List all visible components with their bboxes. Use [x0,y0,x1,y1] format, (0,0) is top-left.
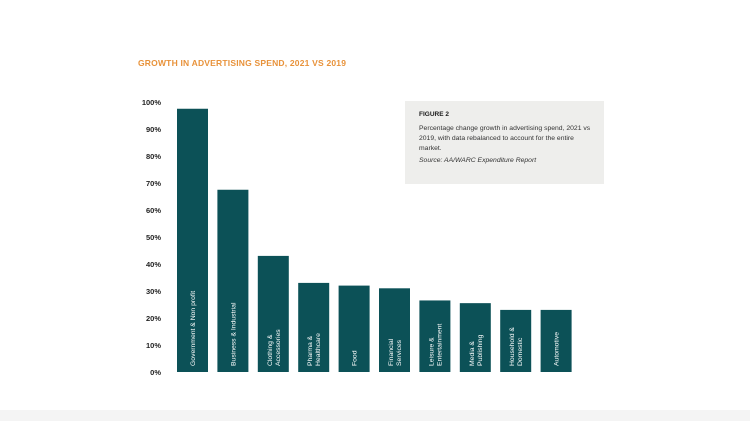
category-label-line: Government & Non profit [190,291,197,366]
category-label: Business & Industrial [230,302,237,366]
category-label: Automotive [554,332,561,366]
y-tick-label: 70% [146,179,161,188]
figure-note: FIGURE 2 Percentage change growth in adv… [405,101,604,184]
bar [540,309,572,372]
bar [459,303,491,372]
category-label: Media &Publishing [469,334,484,366]
y-tick-label: 90% [146,125,161,134]
figure-note-heading: FIGURE 2 [419,111,449,118]
category-label-line: Business & Industrial [230,302,237,366]
category-label-line: Accessories [275,329,282,366]
y-tick-label: 30% [146,287,161,296]
chart-title: GROWTH IN ADVERTISING SPEND, 2021 VS 201… [138,58,347,68]
category-label-line: Services [396,339,403,366]
page-footer-band [0,410,750,421]
category-label-line: Financial [388,338,395,366]
figure-note-source: Source: AA/WARC Expenditure Report [419,157,537,164]
category-label-line: Clothing & [267,334,274,366]
category-label: Pharma &Healthcare [307,333,322,366]
category-label-line: Media & [469,341,476,366]
y-tick-label: 10% [146,341,161,350]
bar [298,282,330,372]
category-label-line: Entertainment [436,324,443,366]
y-tick-label: 80% [146,152,161,161]
category-label-line: Leisure & [428,337,435,366]
bar [379,288,410,372]
category-labels: Government & Non profit Business & Indust… [190,291,561,366]
category-label: FinancialServices [388,338,403,366]
category-label-line: Pharma & [307,335,314,366]
category-label-line: Household & [509,327,516,366]
category-label-line: Healthcare [315,333,322,366]
category-label-line: Food [352,350,359,366]
y-tick-label: 40% [146,260,161,269]
category-label-line: Domestic [517,337,524,366]
y-tick-label: 0% [150,368,161,377]
figure-note-body: Percentage change growth in advertising … [419,125,591,152]
bar [257,255,289,372]
category-label-line: Publishing [477,334,484,366]
y-axis: 0% 10% 20% 30% 40% 50% 60% 70% 80% 90% 100% [142,98,162,377]
bar [338,285,370,372]
y-tick-label: 50% [146,233,161,242]
category-label: Clothing &Accessories [267,329,282,366]
category-label-line: Automotive [554,332,561,366]
bar [419,300,451,372]
y-tick-label: 100% [142,98,162,107]
bar [217,189,249,372]
category-label: Food [352,350,359,366]
y-tick-label: 60% [146,206,161,215]
bars [177,108,572,372]
category-label: Leisure &Entertainment [428,324,443,366]
category-label: Government & Non profit [190,291,197,366]
bar [177,108,208,372]
category-label: Household &Domestic [509,327,524,366]
bar [500,309,532,372]
y-tick-label: 20% [146,314,161,323]
